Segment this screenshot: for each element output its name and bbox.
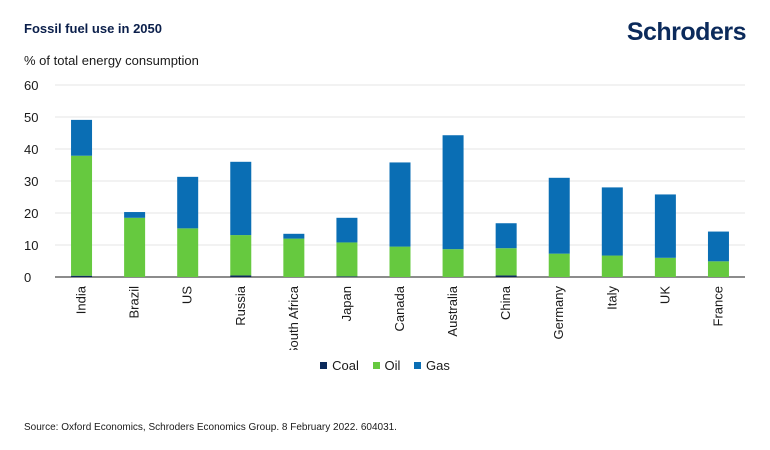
- x-tick-label: Germany: [551, 286, 566, 340]
- bar-oil-france: [707, 261, 729, 277]
- x-axis-ticks: India Brazil US Russia South Africa Japan Cana…: [74, 285, 726, 350]
- bar-coal-india: [71, 275, 93, 277]
- brand-logo: Schroders: [626, 18, 747, 46]
- bar-oil-italy: [601, 255, 623, 277]
- y-tick-label: 40: [24, 142, 38, 157]
- x-tick-label: Japan: [339, 286, 354, 321]
- x-tick-label: US: [180, 286, 195, 304]
- bar-gas-us: [177, 176, 199, 229]
- bar-gas-south-africa: [283, 233, 305, 239]
- legend-label-coal: Coal: [332, 358, 359, 373]
- bar-oil-india: [71, 155, 93, 276]
- legend-swatch-coal: [320, 362, 328, 369]
- y-tick-label: 10: [24, 238, 38, 253]
- bar-oil-russia: [230, 235, 252, 276]
- x-tick-label: Australia: [445, 285, 460, 336]
- bar-coal-japan: [336, 276, 358, 277]
- bar-oil-china: [495, 248, 517, 276]
- x-tick-label: Canada: [392, 285, 407, 331]
- bar-oil-uk: [654, 257, 676, 277]
- y-tick-label: 30: [24, 174, 38, 189]
- x-tick-label: China: [498, 285, 513, 320]
- bar-gas-germany: [548, 177, 570, 254]
- y-tick-label: 50: [24, 110, 38, 125]
- chart-title: Fossil fuel use in 2050: [24, 21, 162, 36]
- y-axis-ticks: 0 10 20 30 40 50 60: [24, 78, 38, 285]
- x-tick-label: Russia: [233, 285, 248, 326]
- legend-item-coal: Coal: [320, 358, 359, 373]
- legend-label-oil: Oil: [384, 358, 401, 373]
- x-tick-label: South Africa: [286, 285, 301, 350]
- x-tick-label: Brazil: [127, 286, 142, 319]
- source-note: Source: Oxford Economics, Schroders Econ…: [24, 422, 397, 433]
- bar-gas-canada: [389, 162, 411, 247]
- x-tick-label: UK: [657, 286, 672, 304]
- x-tick-label: India: [74, 285, 89, 314]
- bars: [71, 119, 729, 277]
- bar-gas-italy: [601, 187, 623, 256]
- bar-gas-brazil: [124, 212, 146, 218]
- x-tick-label: Italy: [604, 286, 619, 310]
- bar-oil-japan: [336, 242, 358, 277]
- bar-oil-brazil: [124, 217, 146, 277]
- bar-oil-south-africa: [283, 238, 305, 277]
- x-tick-label: France: [710, 286, 725, 326]
- bar-coal-china: [495, 275, 517, 277]
- legend-label-gas: Gas: [426, 358, 450, 373]
- legend-swatch-gas: [414, 362, 422, 369]
- bar-gas-japan: [336, 217, 358, 243]
- legend-item-gas: Gas: [414, 358, 450, 373]
- bar-gas-russia: [230, 161, 252, 236]
- y-axis-label: % of total energy consumption: [24, 53, 199, 68]
- y-tick-label: 60: [24, 78, 38, 93]
- bar-gas-uk: [654, 194, 676, 258]
- bar-oil-germany: [548, 253, 570, 277]
- y-tick-label: 20: [24, 206, 38, 221]
- legend-swatch-oil: [372, 362, 380, 369]
- bar-coal-russia: [230, 275, 252, 277]
- bar-oil-us: [177, 228, 199, 277]
- bar-oil-australia: [442, 249, 464, 277]
- bar-gas-australia: [442, 135, 464, 250]
- legend: Coal Oil Gas: [0, 357, 770, 373]
- y-tick-label: 0: [24, 270, 31, 285]
- bar-oil-canada: [389, 246, 411, 277]
- bar-gas-india: [71, 119, 93, 156]
- bar-gas-china: [495, 223, 517, 249]
- legend-item-oil: Oil: [372, 358, 401, 373]
- stacked-bar-chart: 0 10 20 30 40 50 60 India Brazil US Russia South A…: [24, 78, 745, 350]
- bar-gas-france: [707, 231, 729, 262]
